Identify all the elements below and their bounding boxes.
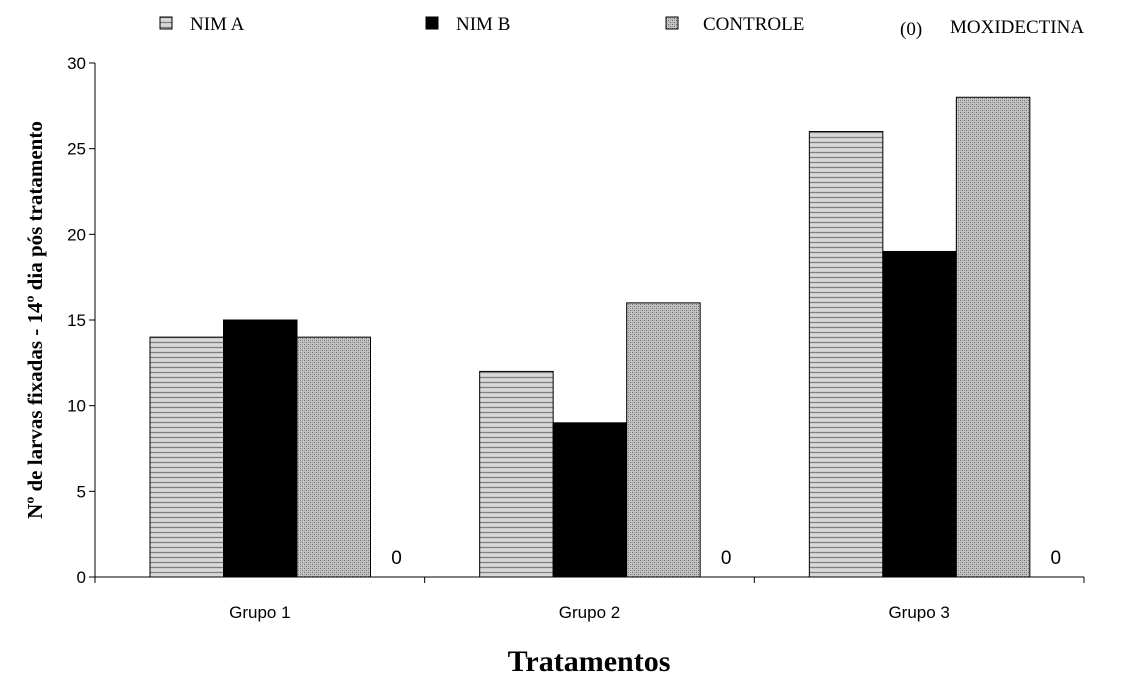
legend-item-nim-b: NIM B <box>425 14 510 35</box>
bar-nim-a-group-1 <box>149 336 224 578</box>
bar-controle-group-1 <box>296 336 371 578</box>
legend-swatch-controle <box>665 16 679 30</box>
y-tick-label: 10 <box>67 397 86 416</box>
x-tick-label: Grupo 2 <box>559 603 620 622</box>
x-axis-title: Tratamentos <box>508 645 671 677</box>
legend-label-nim-a: NIM A <box>190 14 245 35</box>
bar-nim-b-group-1 <box>223 319 298 578</box>
legend-item-nim-a: NIM A <box>159 14 245 35</box>
bar-nim-a-group-3 <box>808 131 884 578</box>
x-tick-label: Grupo 1 <box>229 603 290 622</box>
legend-swatch-nim-b <box>425 16 439 30</box>
legend-item-controle: CONTROLE <box>665 14 804 35</box>
y-tick-label: 30 <box>67 54 86 73</box>
axes: 0 5 10 15 20 25 30 Grupo 1 Grupo 2 Grupo 3 <box>67 54 1085 622</box>
bar-nim-b-group-2 <box>552 422 628 578</box>
legend-item-moxidectina: (0) MOXIDECTINA <box>900 17 1084 40</box>
data-label-moxidectina: 0 <box>391 548 402 569</box>
y-axis-title: Nº de larvas fixadas - 14º dia pós trata… <box>23 121 47 519</box>
legend-label-moxidectina: MOXIDECTINA <box>950 17 1084 38</box>
legend-label-controle: CONTROLE <box>703 14 804 35</box>
y-tick-label: 5 <box>77 482 86 501</box>
legend-label-nim-b: NIM B <box>456 14 510 35</box>
y-tick-label: 20 <box>67 225 86 244</box>
bar-controle-group-3 <box>955 96 1031 578</box>
bar-nim-a-group-2 <box>479 370 554 578</box>
x-tick-label: Grupo 3 <box>888 603 949 622</box>
data-label-moxidectina: 0 <box>721 548 732 569</box>
bars <box>149 96 1031 578</box>
legend-swatch-nim-a <box>159 16 173 30</box>
y-tick-label: 15 <box>67 311 86 330</box>
zero-labels: 0 0 0 <box>391 548 1061 569</box>
y-tick-label: 25 <box>67 140 86 159</box>
legend-marker-moxidectina: (0) <box>900 19 922 40</box>
bar-nim-b-group-3 <box>882 250 957 578</box>
bar-controle-group-2 <box>626 302 701 578</box>
legend: NIM A NIM B CONTROLE (0) MOXIDECTINA <box>159 14 1084 40</box>
y-tick-label: 0 <box>77 568 86 587</box>
data-label-moxidectina: 0 <box>1051 548 1062 569</box>
